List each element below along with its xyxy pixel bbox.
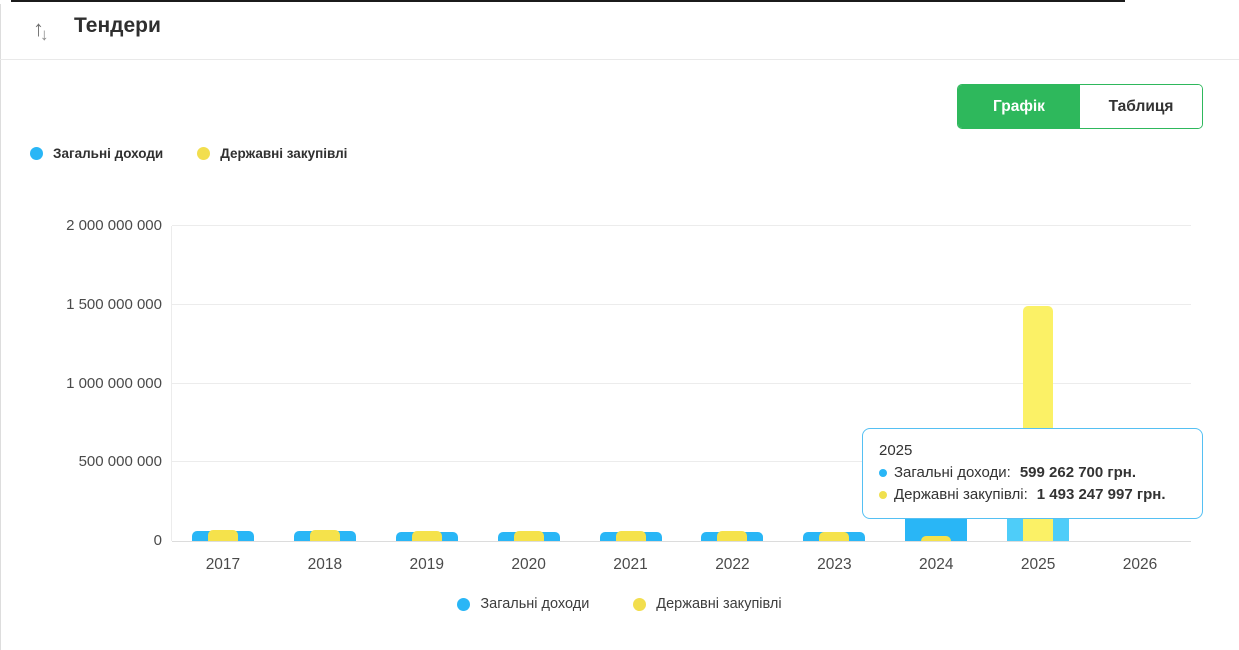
x-tick-label: 2023 [817,556,852,573]
procurement-dot-icon [633,597,647,611]
tooltip-row-income: Загальні доходи: 599 262 700 грн. [879,462,1186,484]
income-dot-icon [457,597,471,611]
y-tick-label: 500 000 000 [78,453,162,471]
y-tick-label: 1 500 000 000 [66,295,162,313]
y-tick-label: 2 000 000 000 [66,217,162,234]
left-divider [0,4,1,650]
x-tick-label: 2024 [919,556,954,573]
x-tick-label: 2017 [205,556,241,573]
legend-label: Загальні доходи [53,146,164,161]
legend-item-procurement[interactable]: Державні закупівлі [633,596,782,612]
gridline [172,461,1191,463]
bar-2024-procurement[interactable] [921,536,952,541]
tooltip-year: 2025 [879,442,913,459]
legend-item-income[interactable]: Загальні доходи [457,596,589,612]
x-tick-label: 2026 [1122,556,1158,573]
panel-header: ↑↓ Тендери [0,0,1239,60]
bar-2023-procurement[interactable] [819,531,850,541]
x-tick-label: 2020 [511,556,546,573]
bar-2017-procurement[interactable] [207,530,238,541]
x-tick-label: 2021 [613,556,648,573]
sort-arrows-icon[interactable]: ↑↓ [33,16,48,44]
tooltip-value: 1 493 247 997 грн. [1036,486,1166,503]
income-dot-icon [879,469,887,477]
legend-label: Державні закупівлі [220,146,348,161]
y-tick-label: 1 000 000 000 [66,374,162,392]
income-dot-icon [30,147,43,160]
bar-2021-procurement[interactable] [615,530,646,541]
tooltip-label: Державні закупівлі: [894,486,1028,503]
x-tick-label: 2022 [715,556,750,573]
bar-2019-procurement[interactable] [411,530,442,541]
gridline [172,225,1191,226]
bar-2018-procurement[interactable] [309,530,340,541]
gridline [172,303,1191,305]
x-tick-label: 2018 [307,556,343,573]
legend-item-procurement[interactable]: Державні закупівлі [197,146,347,161]
legend-bottom: Загальні доходи Державні закупівлі [0,596,1239,612]
top-divider [11,0,1125,2]
legend-label: Державні закупівлі [656,596,782,612]
y-axis-labels: 0 500 000 000 1 000 000 000 1 500 000 000 2 … [0,217,162,549]
tooltip-label: Загальні доходи: [894,464,1011,481]
bar-2022-procurement[interactable] [717,531,748,541]
y-tick-label: 0 [153,532,162,549]
procurement-dot-icon [197,147,211,160]
tooltip-value: 599 262 700 грн. [1019,464,1137,481]
view-switcher: Графік Таблиця [957,84,1203,129]
legend-item-income[interactable]: Загальні доходи [30,146,163,161]
x-tick-label: 2019 [409,556,444,573]
chart-tooltip: 2025 Загальні доходи: 599 262 700 грн. Д… [862,428,1203,519]
x-tick-label: 2025 [1020,556,1056,573]
bar-2020-procurement[interactable] [513,530,544,541]
legend-label: Загальні доходи [480,596,590,612]
legend-top: Загальні доходи Державні закупівлі [30,146,347,161]
procurement-dot-icon [879,491,887,499]
gridline [172,382,1191,384]
tooltip-row-procurement: Державні закупівлі: 1 493 247 997 грн. [879,484,1186,506]
tab-table[interactable]: Таблиця [1080,85,1202,128]
gridline [172,541,1191,542]
tab-chart[interactable]: Графік [958,85,1080,128]
page-title: Тендери [74,14,161,37]
